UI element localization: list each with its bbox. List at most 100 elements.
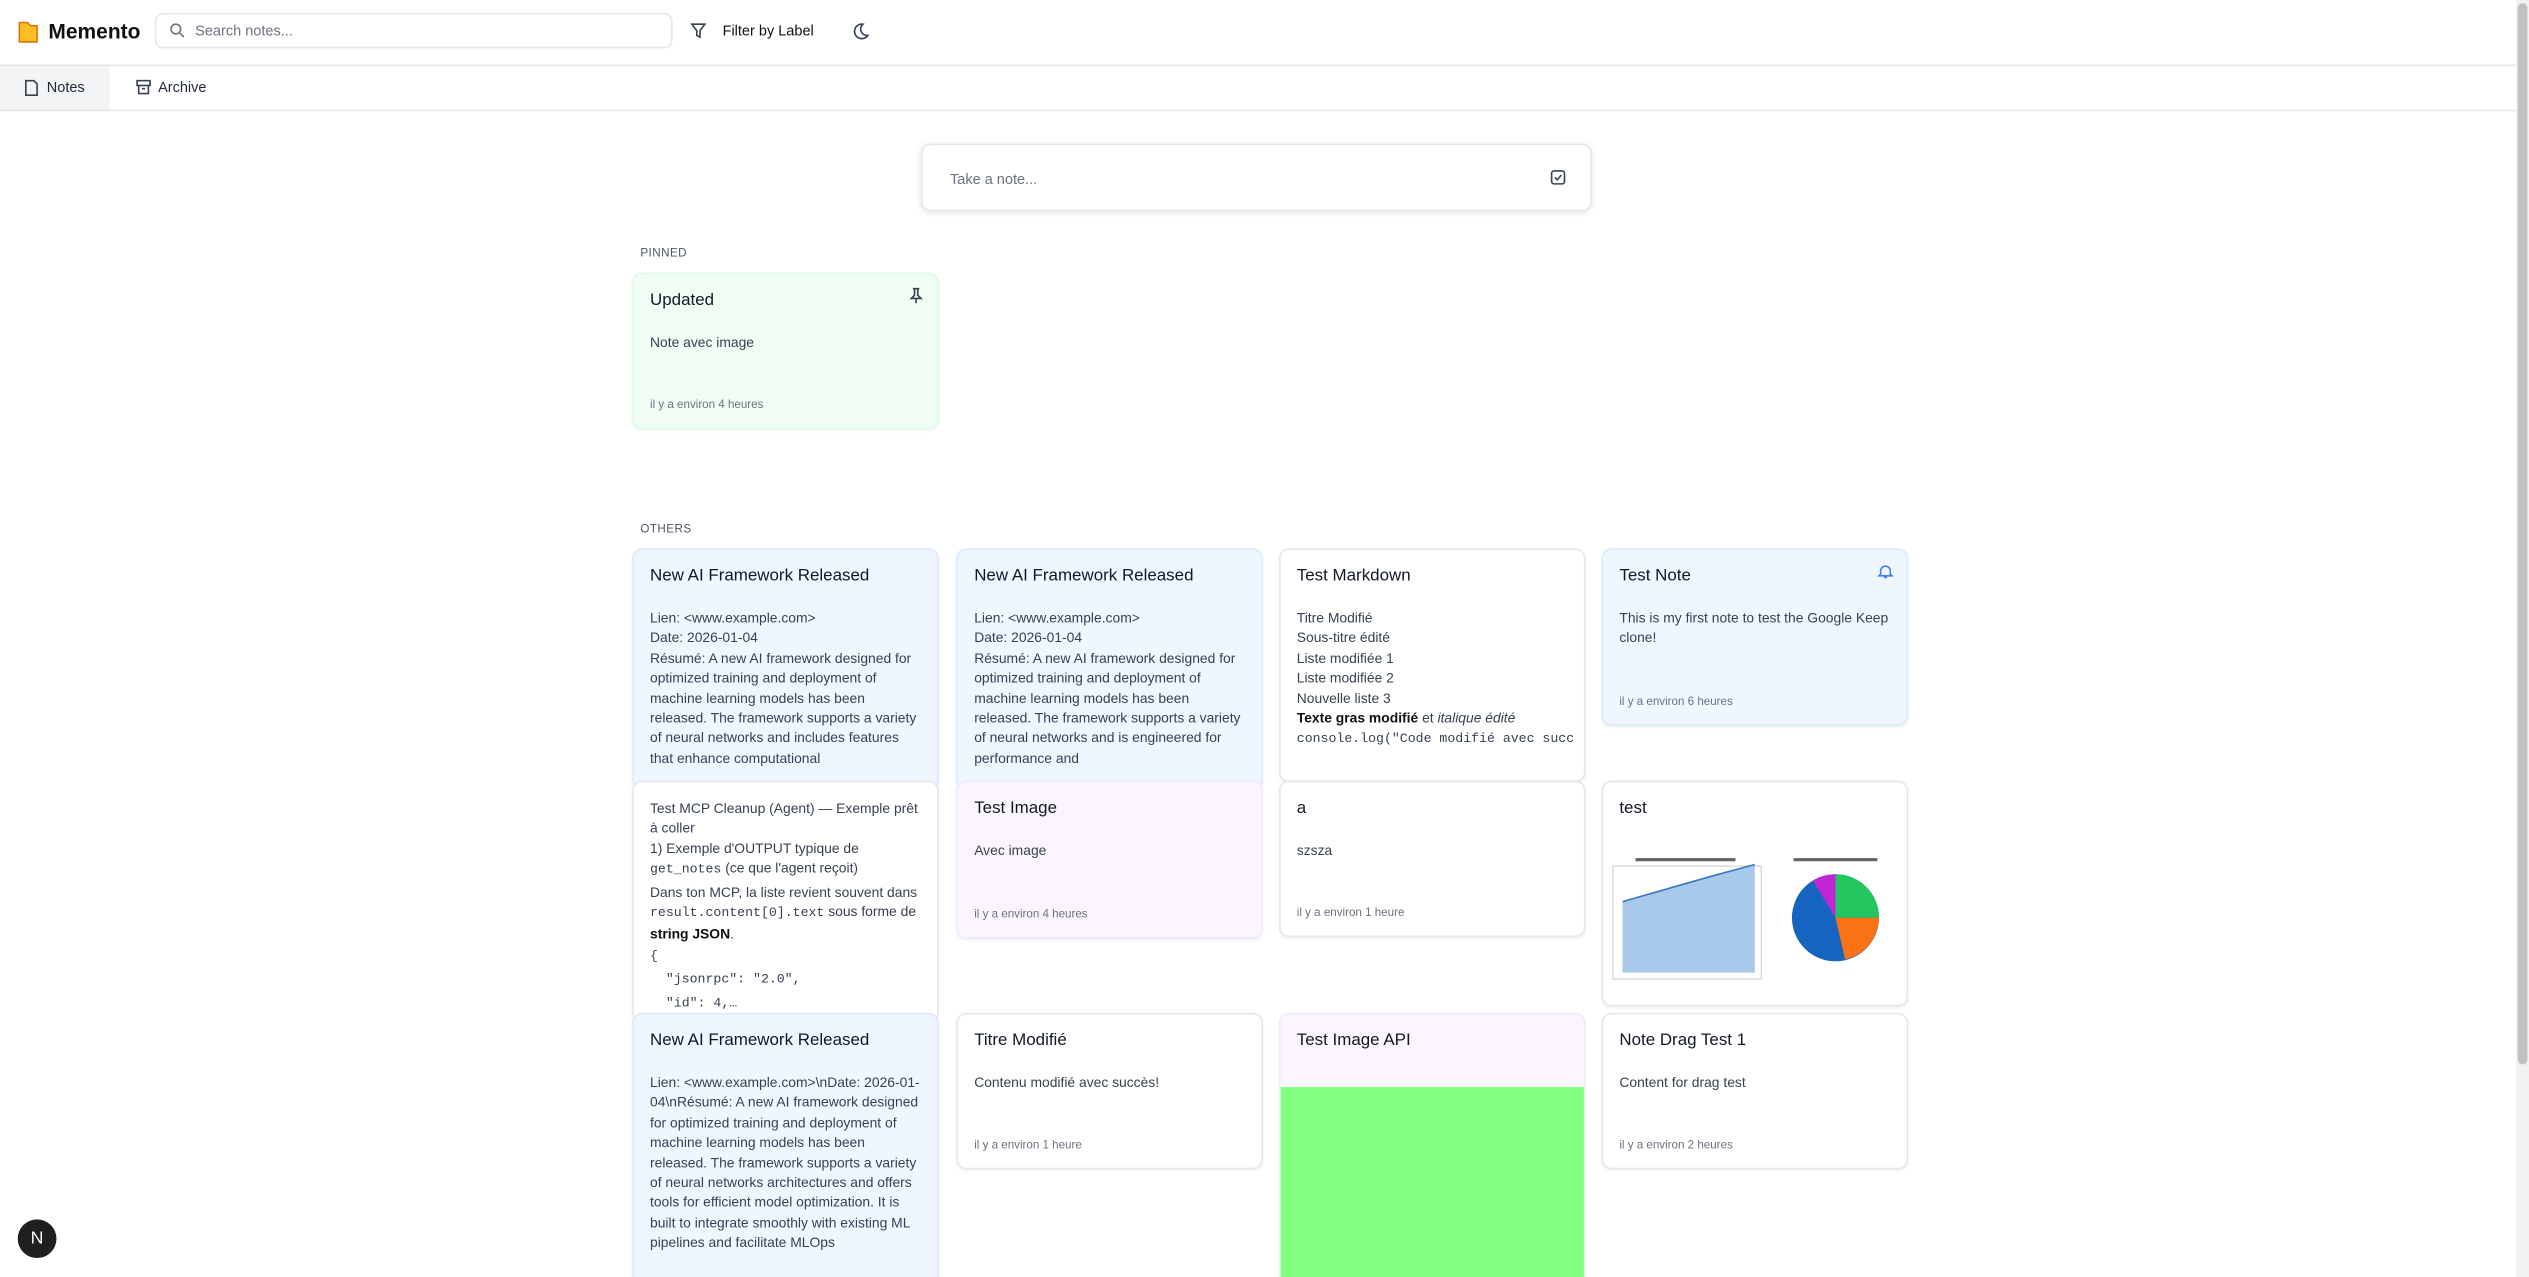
note-card[interactable]: Test Markdown Titre Modifié Sous-titre édi…: [1279, 548, 1586, 783]
tab-label: Archive: [158, 79, 207, 96]
text-run: {: [649, 949, 658, 965]
text-run: get_notes: [649, 863, 722, 878]
note-line: Date: 2026-01-04: [649, 629, 758, 646]
note-line: Liste modifiée 1: [1296, 649, 1394, 666]
note-line: Contenu modifié avec succès!: [974, 1074, 1160, 1091]
text-run: Texte gras modifié: [1296, 709, 1419, 726]
section-label: OTHERS: [640, 520, 692, 536]
note-time: il y a environ 4 heures: [649, 396, 764, 412]
note-line: get_notes (ce que l'agent reçoit): [650, 858, 921, 881]
theme-toggle[interactable]: [852, 23, 870, 41]
note-card[interactable]: Titre Modifié Contenu modifié avec succès…: [956, 1012, 1263, 1170]
note-line: Sous-titre édité: [1296, 629, 1391, 646]
section-label: PINNED: [640, 245, 688, 260]
text-run: "id": 4,…: [649, 996, 738, 1011]
note-time: il y a environ 1 heure: [1296, 904, 1405, 920]
archive-icon: [136, 79, 151, 95]
tab-bar: [0, 66, 2517, 112]
note-line: Note avec image: [649, 333, 755, 350]
tab-label: Notes: [46, 79, 85, 96]
note-time: il y a environ 6 heures: [1619, 693, 1733, 709]
search-icon: [170, 23, 185, 38]
note-title: a: [1296, 798, 1307, 818]
app-name: Memento: [48, 19, 141, 44]
note-card[interactable]: Updated Note avec image il y a environ 4 h…: [632, 272, 939, 430]
note-line: Texte gras modifié et italique édité: [1297, 708, 1568, 728]
text-run: Dans ton MCP, la liste revient souvent d…: [649, 883, 918, 900]
note-line: Dans ton MCP, la liste revient souvent d…: [650, 882, 921, 945]
note-title: Titre Modifié: [974, 1030, 1067, 1050]
note-line: Lien: <www.example.com>: [649, 609, 816, 626]
note-image: [1612, 858, 1880, 980]
text-run: result.content[0].text: [649, 906, 825, 922]
bell-icon[interactable]: [1877, 563, 1894, 581]
note-title: New AI Framework Released: [649, 1030, 870, 1050]
tab-notes[interactable]: Notes: [0, 66, 110, 110]
note-card[interactable]: Test Image API: [1279, 1012, 1586, 1277]
note-composer[interactable]: Take a note...: [920, 143, 1592, 212]
text-run: (ce que l'agent reçoit): [721, 860, 859, 877]
search-placeholder: Search notes...: [195, 22, 293, 39]
note-line: Lien: <www.example.com>: [974, 609, 1140, 626]
note-title: New AI Framework Released: [649, 566, 870, 586]
search-box[interactable]: Search notes...: [154, 12, 673, 49]
notes-icon: [24, 79, 38, 96]
note-card[interactable]: Test Note This is my first note to test t…: [1601, 548, 1909, 726]
note-card[interactable]: Test MCP Cleanup (Agent) — Exemple prêt …: [632, 780, 939, 1023]
note-line: Lien: <www.example.com>\nDate: 2026-01-0…: [649, 1074, 920, 1251]
note-title: Test Image API: [1296, 1030, 1411, 1050]
note-card[interactable]: New AI Framework Released Lien: <www.exam…: [632, 548, 939, 791]
note-line: Test MCP Cleanup (Agent) — Exemple prêt …: [649, 799, 918, 837]
text-run: italique édité: [1437, 709, 1516, 726]
note-title: test: [1619, 798, 1647, 818]
text-run: "jsonrpc": "2.0",: [649, 972, 801, 988]
note-title: Note Drag Test 1: [1619, 1030, 1747, 1050]
note-card[interactable]: New AI Framework Released Lien: <www.exam…: [632, 1012, 939, 1277]
scrollbar-thumb[interactable]: [2517, 3, 2528, 1065]
text-run: et: [1418, 709, 1438, 726]
note-card[interactable]: Note Drag Test 1 Content for drag test il …: [1601, 1012, 1909, 1170]
note-line: "jsonrpc": "2.0",: [650, 968, 921, 991]
checklist-icon[interactable]: [1550, 169, 1566, 185]
top-bar: [0, 0, 2517, 67]
filter-label: Filter by Label: [722, 22, 814, 39]
text-run: string JSON: [649, 926, 731, 943]
note-line: Résumé: A new AI framework designed for …: [974, 649, 1241, 766]
note-line: {: [650, 945, 921, 968]
tab-archive[interactable]: Archive: [132, 66, 229, 110]
note-line: Nouvelle liste 3: [1296, 689, 1391, 706]
text-run: sous forme de: [824, 903, 917, 920]
note-title: Test Markdown: [1296, 566, 1411, 586]
note-title: Test Note: [1619, 566, 1691, 586]
composer-placeholder: Take a note...: [949, 170, 1038, 188]
note-title: Test Image: [974, 798, 1058, 818]
note-time: il y a environ 1 heure: [974, 1137, 1082, 1152]
note-line: "id": 4,…: [650, 991, 921, 1014]
filter-icon: [690, 23, 707, 39]
note-line: console.log("Code modifié avec succ: [1297, 728, 1574, 751]
note-card[interactable]: test: [1601, 780, 1909, 1007]
note-line: Titre Modifié: [1296, 609, 1373, 626]
note-line: szsza: [1296, 841, 1333, 859]
note-line: Avec image: [974, 841, 1047, 859]
note-line: 1) Exemple d'OUTPUT typique de: [649, 840, 859, 857]
note-line: Content for drag test: [1619, 1074, 1746, 1091]
dev-badge[interactable]: N: [17, 1219, 57, 1259]
note-line: Résumé: A new AI framework designed for …: [649, 649, 917, 766]
note-image: [1280, 1087, 1584, 1277]
note-title: Updated: [649, 290, 715, 310]
note-line: Date: 2026-01-04: [974, 629, 1083, 646]
logo-icon: [18, 21, 38, 43]
note-line: This is my first note to test the Google…: [1619, 609, 1889, 646]
note-card[interactable]: New AI Framework Released Lien: <www.exam…: [956, 548, 1263, 791]
text-run: .: [730, 926, 734, 943]
pin-icon[interactable]: [908, 287, 924, 305]
note-card[interactable]: a szsza il y a environ 1 heure: [1279, 780, 1586, 938]
scrollbar[interactable]: [2516, 0, 2529, 1277]
note-time: il y a environ 2 heures: [1619, 1137, 1733, 1152]
note-card[interactable]: Test Image Avec image il y a environ 4 heu…: [956, 780, 1263, 939]
note-title: New AI Framework Released: [974, 566, 1194, 586]
note-time: il y a environ 4 heures: [974, 906, 1088, 921]
text-run: console.log("Code modifié avec succ: [1296, 732, 1575, 748]
